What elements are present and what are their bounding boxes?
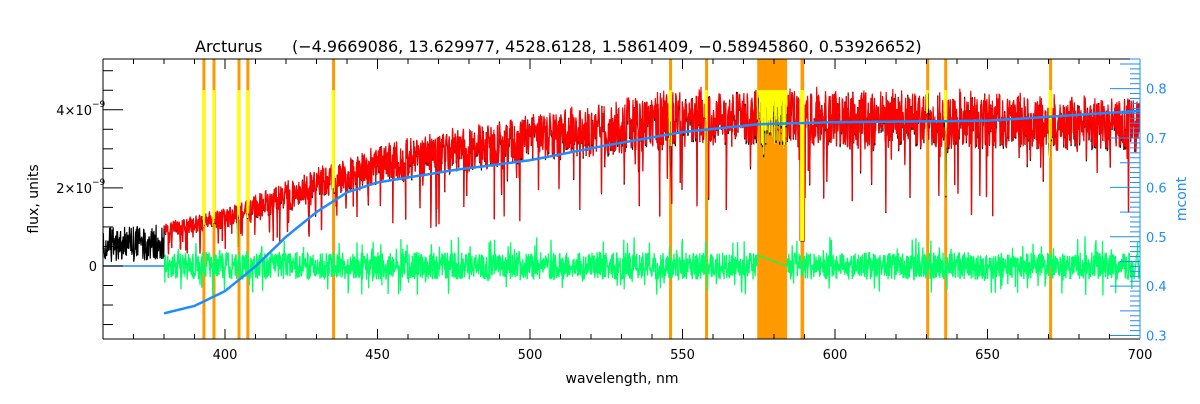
- masked-region: [332, 59, 336, 339]
- chart-title: Arcturus: [195, 37, 262, 56]
- x-axis-label: wavelength, nm: [566, 371, 679, 387]
- y2-tick-label: 0.3: [1146, 330, 1167, 345]
- x-tick-label: 400: [213, 348, 238, 363]
- masked-region: [1049, 59, 1053, 339]
- y-tick-label: 4×10: [56, 104, 92, 119]
- y2-tick-label: 0.4: [1146, 280, 1167, 295]
- masked-region: [926, 59, 930, 339]
- x-tick-label: 650: [975, 348, 1000, 363]
- x-tick-label: 700: [1128, 348, 1153, 363]
- y-axis-label: flux, units: [26, 164, 42, 233]
- chart-title-params: (−4.9669086, 13.629977, 4528.6128, 1.586…: [292, 37, 922, 56]
- y2-tick-label: 0.7: [1146, 132, 1167, 147]
- mcont-line: [163, 109, 1141, 315]
- series-lines: [102, 86, 1141, 315]
- y2-tick-label: 0.6: [1146, 181, 1167, 196]
- y2-axis-label: mcont: [1174, 176, 1190, 221]
- masked-region: [944, 59, 948, 339]
- x-tick-label: 600: [823, 348, 848, 363]
- y-tick-label: 0: [89, 260, 97, 275]
- model-flux-line: [163, 86, 1141, 255]
- x-tick-label: 500: [518, 348, 543, 363]
- y2-tick-label: 0.8: [1146, 83, 1167, 98]
- residual-line: [163, 236, 1141, 296]
- masked-region: [669, 59, 673, 339]
- y-tick-exponent: −9: [92, 178, 106, 188]
- x-tick-label: 450: [365, 348, 390, 363]
- y-tick-label: 2×10: [56, 182, 92, 197]
- y-tick-exponent: −9: [92, 100, 106, 110]
- masked-region: [705, 59, 709, 339]
- y2-tick-label: 0.5: [1146, 231, 1167, 246]
- x-tick-label: 550: [670, 348, 695, 363]
